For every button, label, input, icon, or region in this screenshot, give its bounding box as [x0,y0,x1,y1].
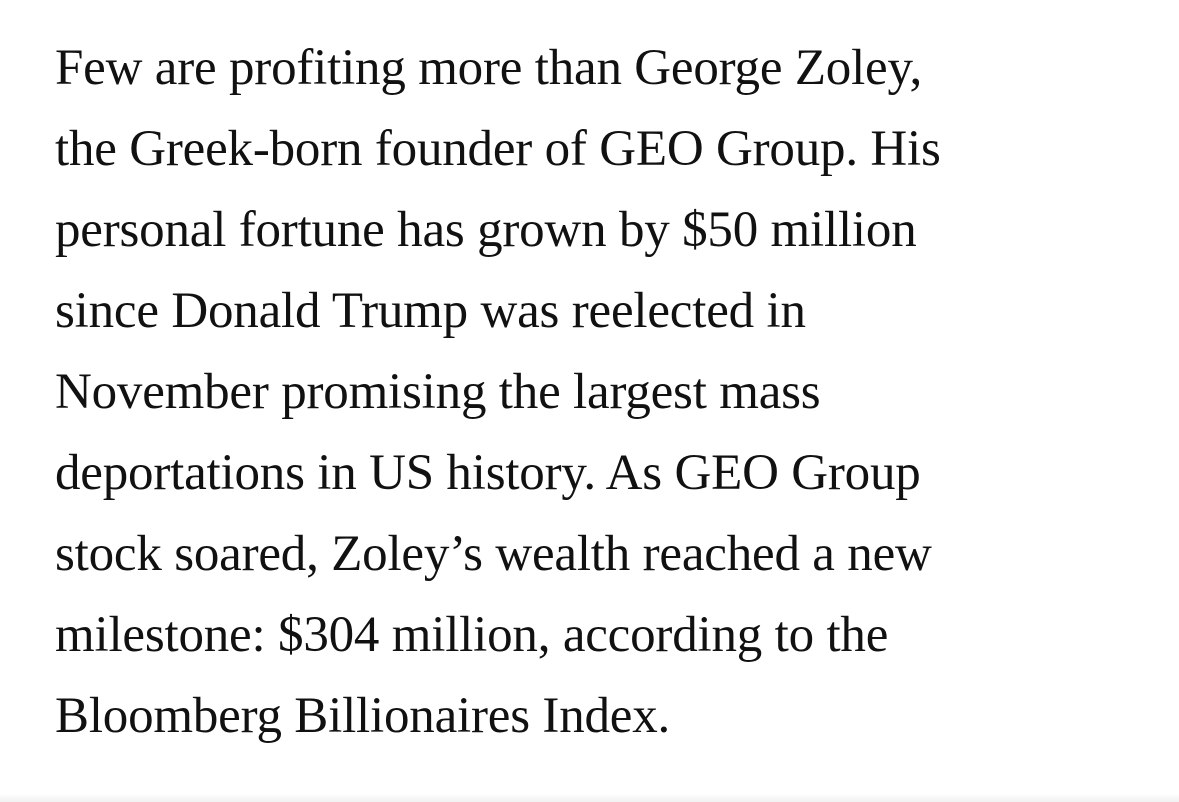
text-line: Few are profiting more than George Zoley… [55,40,923,96]
text-line: Bloomberg Billionaires Index. [55,688,671,744]
text-line: deportations in US history. As GEO Group [55,445,921,501]
article-paragraph: Few are profiting more than George Zoley… [55,28,1165,757]
bottom-shadow [0,794,1179,802]
text-line: personal fortune has grown by $50 millio… [55,202,917,258]
text-line: the Greek-born founder of GEO Group. His [55,121,941,177]
text-line: stock soared, Zoley’s wealth reached a n… [55,526,932,582]
text-line: milestone: $304 million, according to th… [55,607,889,663]
text-line: November promising the largest mass [55,364,821,420]
text-line: since Donald Trump was reelected in [55,283,806,339]
